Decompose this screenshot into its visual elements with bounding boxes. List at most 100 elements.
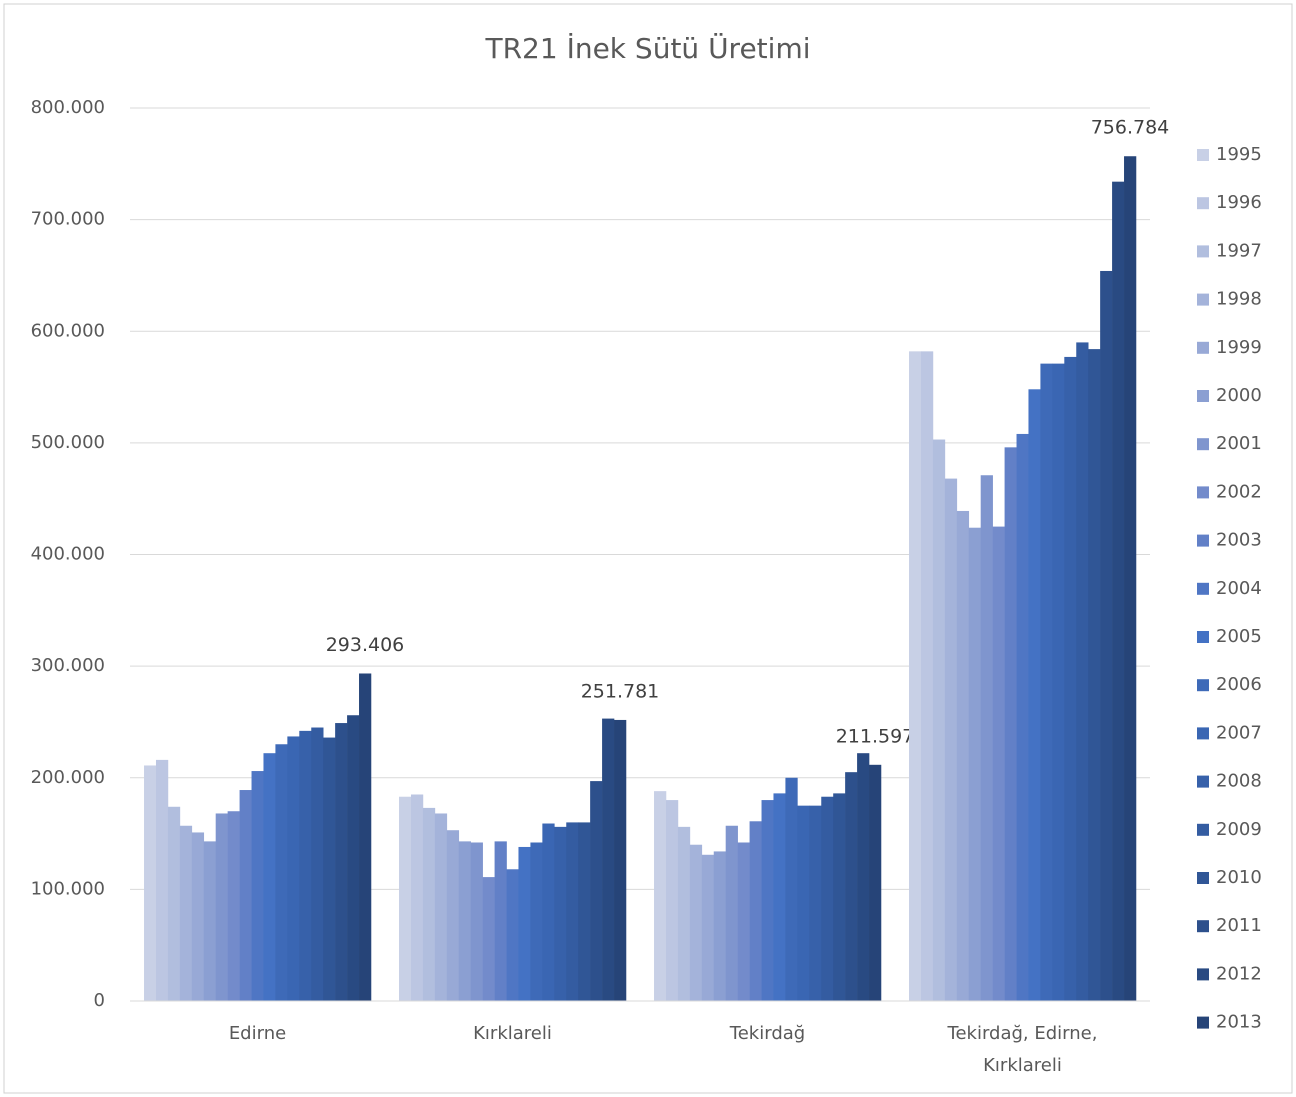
bar (713, 851, 726, 1001)
bar (725, 825, 738, 1001)
bar (701, 854, 715, 1001)
bar (578, 822, 591, 1001)
bar (275, 744, 288, 1001)
bar (542, 823, 555, 1001)
x-tick-label: Tekirdağ (729, 1023, 806, 1044)
data-label: 756.784 (1091, 117, 1170, 139)
legend-swatch (1197, 486, 1209, 499)
bar (335, 723, 348, 1001)
legend-swatch (1197, 968, 1209, 981)
legend-swatch (1197, 245, 1209, 258)
bar (347, 715, 360, 1001)
bar (654, 791, 667, 1001)
legend-swatch (1197, 920, 1209, 933)
x-tick-label: Edirne (228, 1023, 287, 1044)
legend-label: 1998 (1216, 289, 1262, 310)
bar (821, 796, 834, 1001)
bar (518, 846, 531, 1001)
legend-swatch (1197, 582, 1209, 595)
bar (263, 753, 276, 1001)
bar (167, 806, 181, 1001)
bar (614, 719, 627, 1001)
bar (410, 794, 424, 1001)
legend-label: 1999 (1216, 337, 1262, 358)
bar (785, 777, 798, 1001)
bar (482, 877, 495, 1001)
bar (857, 753, 870, 1001)
legend-label: 2003 (1216, 530, 1262, 551)
legend-label: 2000 (1216, 385, 1262, 406)
bar (494, 841, 507, 1001)
y-tick-label: 100.000 (31, 878, 105, 899)
legend-label: 2011 (1216, 915, 1262, 936)
bar (845, 772, 858, 1001)
legend-swatch (1197, 438, 1209, 451)
bar (506, 869, 519, 1001)
bar (920, 351, 934, 1001)
legend-label: 2013 (1216, 1012, 1262, 1033)
bar (458, 841, 471, 1001)
bar (737, 842, 750, 1001)
y-tick-label: 200.000 (31, 767, 105, 788)
bar (227, 811, 240, 1001)
bar (590, 781, 603, 1001)
legend-label: 1995 (1216, 144, 1262, 165)
legend-swatch (1197, 823, 1209, 836)
bar (530, 842, 543, 1001)
bar (399, 796, 412, 1001)
bar (968, 527, 981, 1001)
bar (1028, 389, 1041, 1001)
bar (1064, 356, 1077, 1002)
bar (566, 822, 579, 1001)
legend-label: 2006 (1216, 674, 1262, 695)
bar (1040, 363, 1053, 1002)
bar (932, 439, 946, 1001)
x-tick-label: Kırklareli (473, 1023, 552, 1044)
bar (689, 844, 703, 1001)
legend-label: 2002 (1216, 481, 1262, 502)
data-label: 211.597 (836, 725, 915, 747)
bar (203, 841, 216, 1001)
bar (809, 805, 822, 1001)
legend-label: 2012 (1216, 963, 1262, 984)
bar (602, 718, 615, 1001)
y-tick-label: 400.000 (31, 544, 105, 565)
bar (446, 830, 460, 1001)
bar (677, 826, 691, 1001)
bar (1088, 349, 1101, 1001)
data-label: 251.781 (581, 680, 660, 702)
bar (239, 790, 252, 1001)
legend-label: 1997 (1216, 240, 1262, 261)
bar (1112, 181, 1125, 1002)
legend-label: 2007 (1216, 722, 1262, 743)
legend-swatch (1197, 872, 1209, 884)
y-tick-label: 300.000 (31, 655, 105, 676)
legend-label: 2001 (1216, 433, 1262, 454)
bar (869, 764, 882, 1001)
legend-swatch (1197, 631, 1209, 643)
legend-swatch (1197, 727, 1209, 740)
legend-swatch (1197, 390, 1209, 402)
bar (155, 759, 169, 1001)
bar (833, 793, 846, 1001)
legend-swatch (1197, 679, 1209, 692)
legend-swatch (1197, 534, 1209, 547)
bar (944, 478, 958, 1002)
bar (797, 805, 810, 1001)
bar (1016, 433, 1029, 1001)
y-tick-label: 0 (94, 990, 105, 1011)
legend-label: 2010 (1216, 867, 1262, 888)
bar (434, 813, 448, 1001)
bar (323, 737, 336, 1001)
legend-swatch (1197, 775, 1209, 788)
bar (1076, 342, 1089, 1002)
bar (179, 825, 193, 1001)
legend-swatch (1197, 293, 1209, 306)
legend-swatch (1197, 1016, 1209, 1029)
legend-label: 2008 (1216, 771, 1262, 792)
data-label: 293.406 (326, 634, 405, 656)
bar (299, 730, 312, 1001)
bar (422, 807, 436, 1001)
y-tick-label: 800.000 (31, 97, 105, 118)
